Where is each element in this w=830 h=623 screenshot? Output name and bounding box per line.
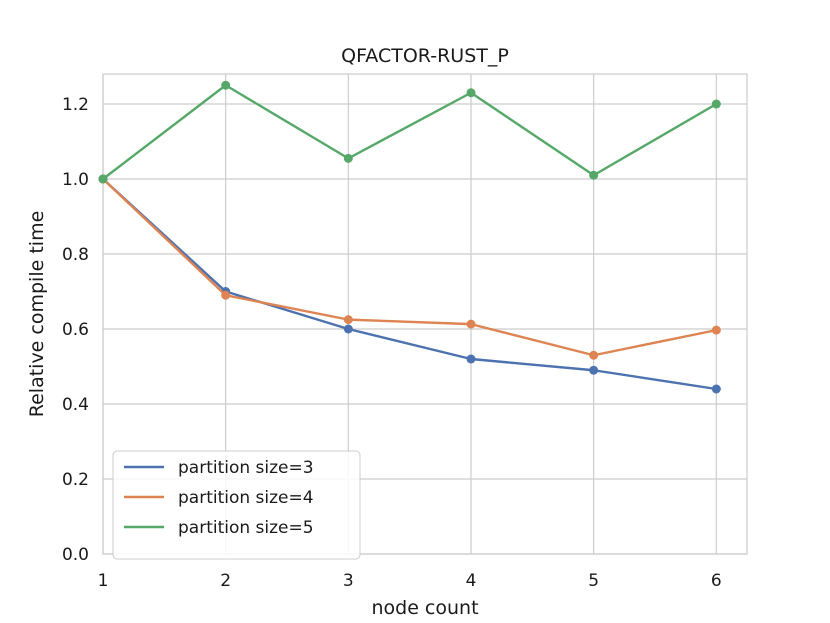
plot-frame — [102, 73, 748, 555]
data-point — [343, 324, 353, 334]
y-tick-label: 0.6 — [62, 320, 89, 340]
tick-labels: 1 2 3 4 5 6 0.0 0.2 0.4 0.6 0.8 1.0 1.2 — [62, 95, 722, 591]
data-point — [589, 350, 599, 360]
y-tick-label: 0.2 — [62, 470, 89, 490]
data-point — [98, 174, 108, 184]
data-point — [711, 99, 721, 109]
data-point — [221, 290, 231, 300]
data-point — [221, 80, 231, 90]
y-tick-label: 0.8 — [62, 245, 89, 265]
chart-title: QFACTOR-RUST_P — [341, 45, 509, 67]
x-axis-label: node count — [371, 597, 478, 619]
y-tick-label: 0.0 — [62, 545, 89, 565]
x-tick-label: 1 — [98, 571, 109, 591]
legend-label: partition size=3 — [178, 458, 314, 478]
y-axis-label: Relative compile time — [26, 211, 48, 418]
x-tick-label: 3 — [343, 571, 354, 591]
series-line — [102, 84, 717, 180]
data-point — [466, 88, 476, 98]
data-point — [711, 325, 721, 335]
legend-box — [112, 450, 361, 560]
data-point — [466, 354, 476, 364]
data-point — [711, 384, 721, 394]
y-tick-label: 1.2 — [62, 95, 89, 115]
x-tick-label: 2 — [220, 571, 231, 591]
series-layer — [98, 80, 721, 394]
data-point — [343, 153, 353, 163]
y-tick-label: 0.4 — [62, 395, 89, 415]
data-point — [343, 315, 353, 325]
data-point — [589, 365, 599, 375]
data-point — [466, 319, 476, 329]
series-line — [102, 178, 717, 357]
x-tick-label: 4 — [466, 571, 477, 591]
series-line — [102, 178, 717, 391]
legend-label: partition size=5 — [178, 518, 314, 538]
data-point — [589, 170, 599, 180]
x-tick-label: 6 — [711, 571, 722, 591]
legend-label: partition size=4 — [178, 488, 314, 508]
legend: partition size=3 partition size=4 partitio… — [112, 450, 361, 560]
x-tick-label: 5 — [588, 571, 599, 591]
y-tick-label: 1.0 — [62, 170, 89, 190]
